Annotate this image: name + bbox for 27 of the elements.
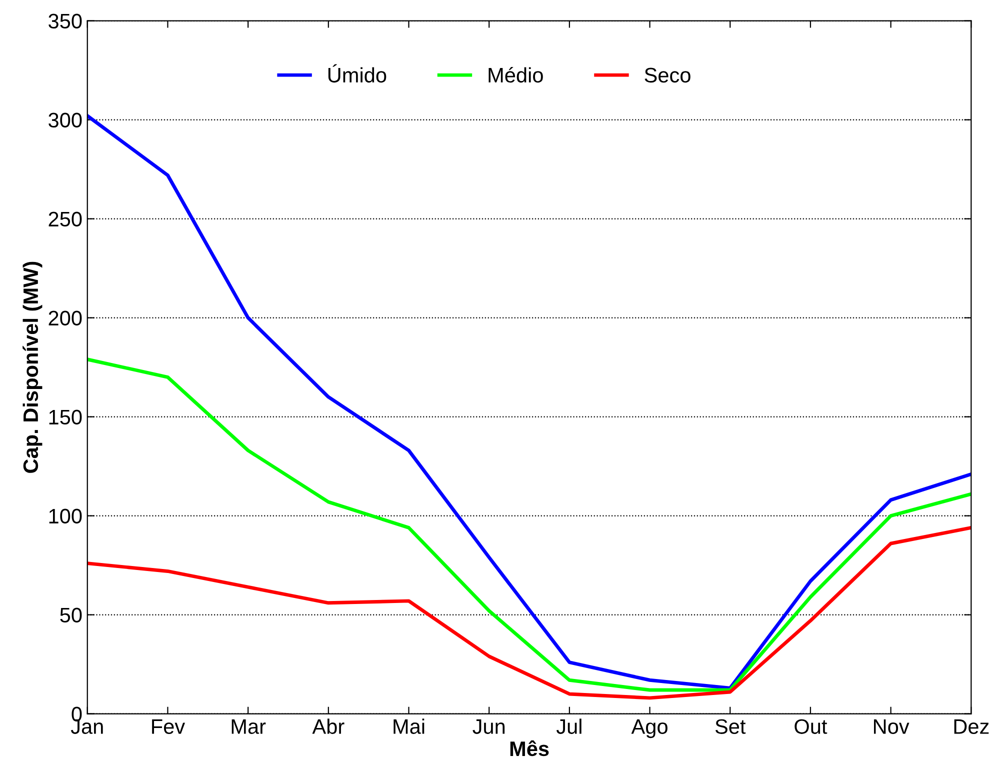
x-tick-label: Ago [631, 719, 668, 738]
legend-label: Médio [488, 67, 543, 83]
x-tick-label: Set [715, 719, 746, 734]
x-tick-label: Jun [472, 719, 505, 734]
y-tick-label: 200 [48, 310, 82, 326]
x-tick-label: Mar [232, 719, 266, 734]
x-tick-label: Dez [954, 719, 989, 734]
x-tick-label: Nov [874, 719, 910, 734]
line-series [87, 526, 972, 700]
y-tick-label: 250 [48, 212, 82, 227]
x-tick-label: Fev [152, 719, 186, 734]
y-tick-label: 50 [60, 608, 82, 623]
x-tick-label: Jul [556, 718, 582, 734]
y-tick-label: 350 [48, 14, 82, 29]
y-tick-label: 150 [49, 410, 82, 425]
legend-label: Úmido [328, 64, 386, 83]
x-tick-label: Out [794, 719, 828, 734]
x-tick-label: Mai [394, 718, 424, 734]
line-series [87, 114, 972, 690]
x-axis-title: Mês [510, 740, 549, 756]
y-tick-label: 300 [48, 112, 82, 128]
line-series [87, 358, 972, 692]
y-axis-title: Cap. Disponível (MW) [22, 262, 42, 473]
y-tick-label: 100 [49, 508, 82, 524]
x-tick-label: Abr [312, 718, 344, 734]
legend-label: Seco [644, 68, 690, 83]
x-tick-label: Jan [70, 719, 103, 734]
